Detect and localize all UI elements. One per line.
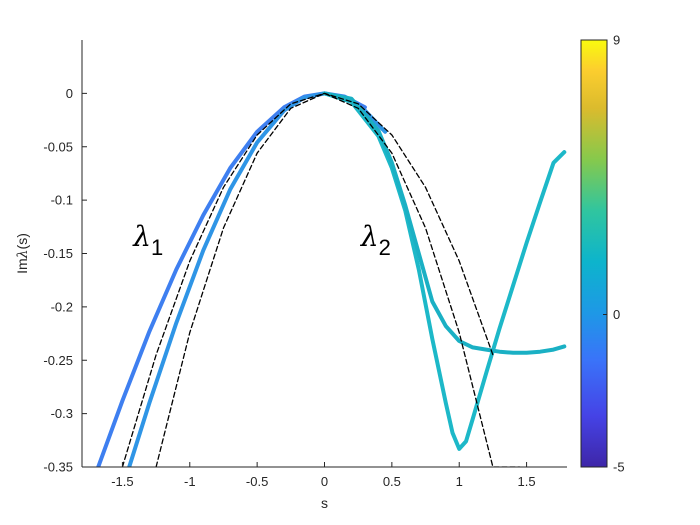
x-tick-label: 1 (456, 474, 463, 489)
y-axis-label-symbol: λ (15, 249, 31, 259)
plot-area: -1.5 -1 -0.5 0 0.5 1 1.5 0 -0.05 -0.1 -0.15 -0.2 -0… (43, 40, 567, 489)
series-layer (96, 91, 567, 467)
series-line-3 (322, 91, 567, 451)
colorbar-gradient (580, 39, 608, 468)
x-tick-label: 1.5 (518, 474, 536, 489)
annotation-lambda-1: λ1 (132, 220, 163, 260)
colorbar-tick-label: 0 (613, 307, 620, 322)
x-tick-label: -1 (184, 474, 196, 489)
series-line-1 (96, 91, 367, 467)
y-tick-label: -0.25 (43, 353, 73, 368)
colorbar-tick-label: -5 (613, 460, 625, 475)
x-axis-ticks: -1.5 -1 -0.5 0 0.5 1 1.5 (111, 462, 536, 489)
colorbar-ticks: -5 0 9 (603, 33, 625, 475)
annotation-subscript: 1 (151, 235, 163, 260)
annotation-lambda-2: λ2 (360, 220, 391, 260)
y-axis-ticks: 0 -0.05 -0.1 -0.15 -0.2 -0.25 -0.3 -0.35 (43, 86, 87, 475)
y-axis-label: Imλ(s) (14, 233, 31, 274)
x-tick-label: -0.5 (246, 474, 268, 489)
annotation-subscript: 2 (379, 235, 391, 260)
series-line-2 (127, 91, 388, 467)
y-tick-label: -0.15 (43, 246, 73, 261)
curve-annotations: λ1 λ2 (132, 220, 391, 260)
colorbar-tick-label: 9 (613, 33, 620, 48)
dashed-curve-6 (155, 92, 521, 467)
y-tick-label: -0.35 (43, 460, 73, 475)
y-tick-label: -0.2 (51, 299, 73, 314)
y-tick-label: 0 (66, 86, 73, 101)
series-line-4 (322, 91, 567, 355)
annotation-symbol: λ (132, 220, 151, 253)
annotation-symbol: λ (360, 220, 379, 253)
y-tick-label: -0.3 (51, 406, 73, 421)
x-tick-label: 0.5 (383, 474, 401, 489)
colorbar: -5 0 9 (580, 33, 625, 475)
y-axis-label-suffix: (s) (14, 233, 30, 249)
x-tick-label: 0 (321, 474, 328, 489)
x-tick-label: -1.5 (111, 474, 133, 489)
y-tick-label: -0.05 (43, 139, 73, 154)
dashed-curve-5 (121, 92, 494, 467)
y-tick-label: -0.1 (51, 193, 73, 208)
x-axis-label: s (321, 495, 328, 511)
y-axis-label-prefix: Im (14, 258, 30, 274)
